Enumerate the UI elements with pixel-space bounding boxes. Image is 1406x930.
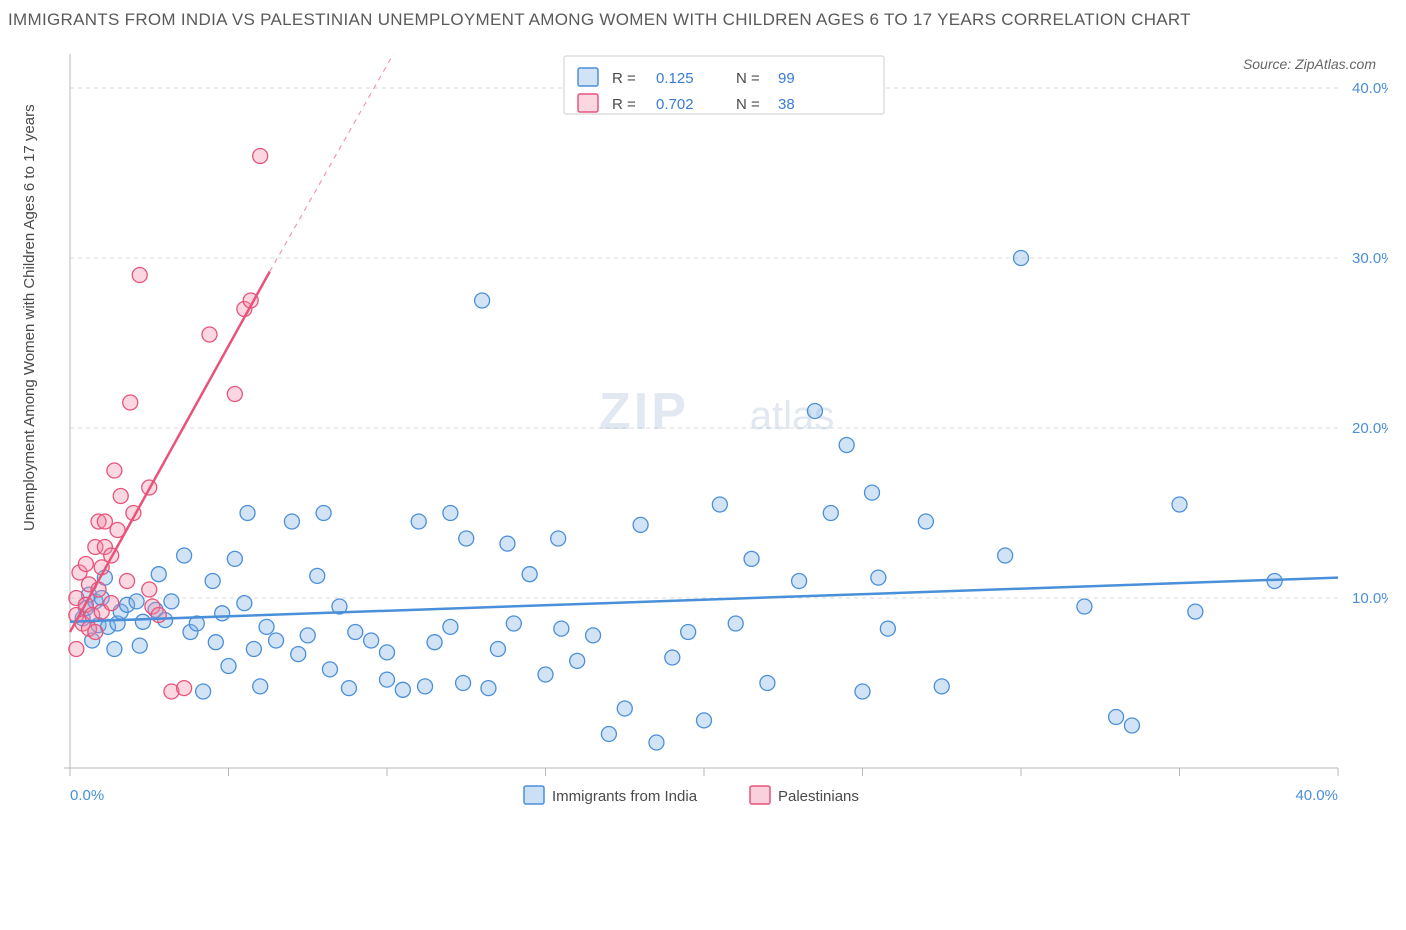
svg-text:N =: N = [736, 96, 760, 113]
chart-container: 10.0% 20.0% 30.0% 40.0% 0.0% 40.0% ZIP atlas Une… [8, 38, 1398, 908]
chart-title: IMMIGRANTS FROM INDIA VS PALESTINIAN UNE… [8, 8, 1398, 32]
svg-text:99: 99 [778, 70, 795, 87]
scatter-chart: 10.0% 20.0% 30.0% 40.0% 0.0% 40.0% ZIP atlas Une… [8, 38, 1388, 908]
svg-text:atlas: atlas [750, 394, 835, 438]
svg-text:0.702: 0.702 [656, 96, 694, 113]
svg-text:0.0%: 0.0% [70, 787, 104, 804]
svg-text:0.125: 0.125 [656, 70, 694, 87]
svg-text:N =: N = [736, 70, 760, 87]
svg-text:30.0%: 30.0% [1352, 250, 1388, 267]
svg-text:Immigrants from India: Immigrants from India [552, 788, 698, 805]
svg-text:40.0%: 40.0% [1295, 787, 1338, 804]
svg-text:R =: R = [612, 70, 636, 87]
svg-text:ZIP: ZIP [599, 383, 689, 441]
svg-text:10.0%: 10.0% [1352, 590, 1388, 607]
svg-text:20.0%: 20.0% [1352, 420, 1388, 437]
svg-text:R =: R = [612, 96, 636, 113]
svg-text:Palestinians: Palestinians [778, 788, 859, 805]
svg-text:38: 38 [778, 96, 795, 113]
svg-text:40.0%: 40.0% [1352, 80, 1388, 97]
svg-text:Unemployment Among Women with: Unemployment Among Women with Children A… [21, 104, 38, 531]
